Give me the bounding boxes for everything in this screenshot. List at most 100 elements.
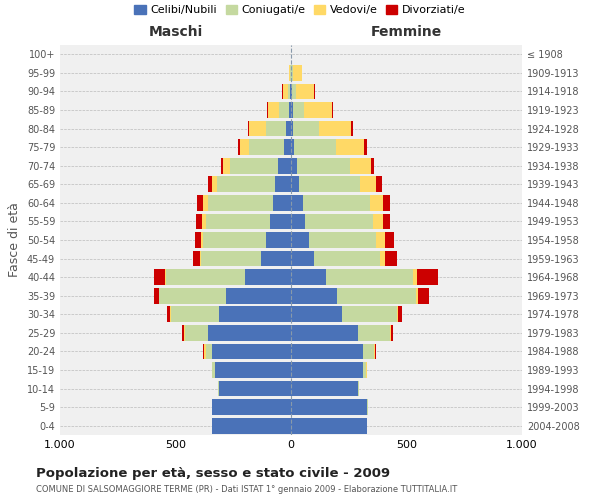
Bar xyxy=(291,306,342,322)
Bar xyxy=(291,362,362,378)
Bar xyxy=(319,120,351,136)
Bar xyxy=(291,250,314,266)
Bar xyxy=(398,306,402,322)
Bar xyxy=(295,140,336,155)
Bar xyxy=(291,399,367,415)
Bar xyxy=(291,325,358,341)
Bar xyxy=(202,214,206,230)
Bar xyxy=(195,232,201,248)
Bar xyxy=(371,158,374,174)
Bar xyxy=(266,120,286,136)
Bar xyxy=(291,84,292,100)
Text: Maschi: Maschi xyxy=(148,26,203,40)
Bar xyxy=(383,195,391,211)
Bar xyxy=(203,195,208,211)
Bar xyxy=(158,288,160,304)
Bar xyxy=(212,344,291,359)
Bar xyxy=(297,158,350,174)
Bar xyxy=(266,232,291,248)
Bar xyxy=(196,214,202,230)
Bar xyxy=(380,250,385,266)
Bar xyxy=(326,269,413,285)
Bar xyxy=(418,288,429,304)
Bar xyxy=(332,102,333,118)
Bar xyxy=(305,214,373,230)
Bar xyxy=(250,120,266,136)
Bar xyxy=(287,84,290,100)
Bar xyxy=(373,214,383,230)
Bar xyxy=(293,120,319,136)
Bar xyxy=(302,195,370,211)
Bar xyxy=(351,120,353,136)
Bar xyxy=(206,214,270,230)
Bar xyxy=(215,362,291,378)
Bar xyxy=(201,250,261,266)
Text: Femmine: Femmine xyxy=(371,26,442,40)
Bar xyxy=(291,158,297,174)
Bar xyxy=(286,120,291,136)
Bar xyxy=(272,195,291,211)
Bar xyxy=(201,232,203,248)
Bar xyxy=(314,250,380,266)
Bar xyxy=(267,102,268,118)
Bar xyxy=(342,306,397,322)
Bar xyxy=(248,120,250,136)
Bar xyxy=(289,102,291,118)
Bar xyxy=(304,102,332,118)
Bar xyxy=(416,288,418,304)
Bar xyxy=(367,399,368,415)
Bar xyxy=(226,288,291,304)
Bar xyxy=(291,288,337,304)
Bar xyxy=(280,102,289,118)
Legend: Celibi/Nubili, Coniugati/e, Vedovi/e, Divorziati/e: Celibi/Nubili, Coniugati/e, Vedovi/e, Di… xyxy=(130,0,470,20)
Bar xyxy=(212,362,215,378)
Bar xyxy=(358,325,391,341)
Bar xyxy=(275,176,291,192)
Bar xyxy=(364,140,367,155)
Bar xyxy=(391,325,392,341)
Bar xyxy=(261,250,291,266)
Bar xyxy=(350,158,371,174)
Bar xyxy=(182,325,184,341)
Bar xyxy=(358,380,359,396)
Bar xyxy=(292,84,296,100)
Bar xyxy=(374,344,376,359)
Bar xyxy=(240,140,250,155)
Bar xyxy=(293,65,302,81)
Bar xyxy=(200,250,201,266)
Bar xyxy=(278,158,291,174)
Bar xyxy=(289,65,290,81)
Y-axis label: Fasce di età: Fasce di età xyxy=(8,202,21,278)
Bar xyxy=(362,344,374,359)
Bar xyxy=(167,306,170,322)
Bar xyxy=(376,232,385,248)
Bar xyxy=(291,418,367,434)
Bar xyxy=(385,232,394,248)
Bar xyxy=(397,306,398,322)
Text: Popolazione per età, sesso e stato civile - 2009: Popolazione per età, sesso e stato civil… xyxy=(36,468,390,480)
Bar xyxy=(238,140,240,155)
Bar xyxy=(171,306,220,322)
Bar xyxy=(218,380,220,396)
Bar xyxy=(203,232,266,248)
Bar xyxy=(284,140,291,155)
Bar xyxy=(208,176,212,192)
Text: COMUNE DI SALSOMAGGIORE TERME (PR) - Dati ISTAT 1° gennaio 2009 - Elaborazione T: COMUNE DI SALSOMAGGIORE TERME (PR) - Dat… xyxy=(36,486,457,494)
Bar xyxy=(212,399,291,415)
Bar xyxy=(336,140,364,155)
Bar xyxy=(185,325,208,341)
Bar xyxy=(245,269,291,285)
Bar xyxy=(291,120,293,136)
Bar xyxy=(299,176,360,192)
Bar xyxy=(208,325,291,341)
Bar xyxy=(197,195,203,211)
Bar xyxy=(212,176,217,192)
Bar xyxy=(417,269,437,285)
Bar xyxy=(291,269,326,285)
Bar xyxy=(205,344,206,359)
Bar xyxy=(385,250,397,266)
Bar xyxy=(160,288,226,304)
Bar xyxy=(291,102,293,118)
Bar xyxy=(221,158,223,174)
Bar xyxy=(268,102,280,118)
